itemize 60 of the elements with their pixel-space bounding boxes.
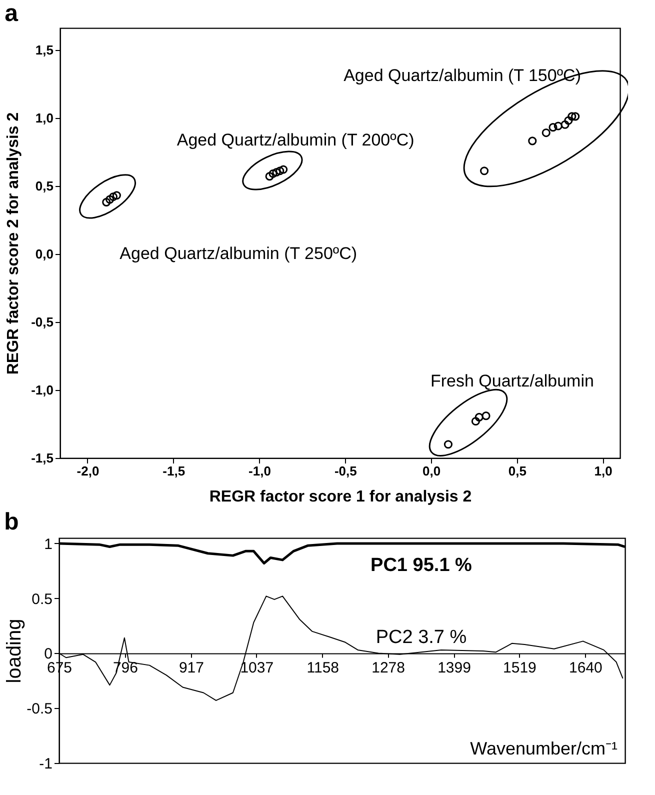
text: Fresh Quartz/albumin	[430, 371, 594, 390]
point	[528, 136, 537, 146]
y-tick-label: -1,5	[31, 450, 54, 466]
series-label: Aged Quartz/albumin (T 150ºC)	[344, 66, 581, 85]
point	[568, 112, 576, 121]
x-tick-label: 1640	[569, 660, 602, 677]
text: Aged Quartz/albumin (T 250ºC)	[120, 244, 358, 264]
y-tick-label: 1,0	[35, 110, 54, 126]
x-tick-label: 1519	[503, 660, 536, 677]
y-tick-label: 0	[44, 646, 52, 663]
x-axis-title: Wavenumber/cm⁻¹	[470, 738, 618, 759]
point	[480, 166, 489, 176]
point	[554, 122, 562, 130]
y-axis-title: loading	[4, 618, 26, 684]
x-tick-label: -1,5	[162, 464, 186, 478]
y-tick-label: 1,5	[35, 42, 54, 58]
point	[474, 412, 484, 422]
x-tick-label: -1,0	[248, 464, 271, 478]
series-label: PC2 3.7 %	[376, 627, 467, 648]
point	[548, 123, 558, 132]
point	[279, 165, 288, 174]
point	[108, 192, 118, 202]
y-axis-title: REGR factor score 2 for analysis 2	[5, 112, 22, 375]
chart-title: a	[4, 0, 19, 27]
point	[106, 195, 114, 204]
x-tick-label: 917	[178, 660, 204, 677]
x-tick-label: -2,0	[76, 464, 100, 478]
series-label: Aged Quartz/albumin (T 200ºC)	[176, 130, 414, 150]
point	[571, 112, 580, 121]
y-tick-label: -0,5	[31, 314, 54, 330]
x-tick-label: 1278	[372, 660, 405, 677]
x-tick-label: 1158	[306, 660, 340, 677]
x-tick-label: 1037	[240, 660, 274, 677]
y-tick-label: -1	[39, 756, 52, 772]
point	[542, 128, 550, 138]
point	[268, 169, 278, 178]
point	[560, 120, 570, 129]
x-tick-label: 0,5	[508, 464, 526, 478]
x-tick-label: 0,0	[422, 464, 441, 478]
chart-title: b	[4, 508, 19, 536]
x-tick-label: 1,0	[594, 464, 612, 478]
point	[276, 166, 284, 176]
y-tick-label: 0,5	[35, 178, 54, 194]
y-tick-label: 0.5	[32, 590, 52, 608]
point	[444, 440, 453, 449]
y-tick-label: -1,0	[31, 382, 54, 398]
point	[471, 416, 480, 426]
y-tick-label: -0.5	[26, 700, 52, 718]
series-label: PC1 95.1 %	[370, 555, 472, 576]
point	[482, 412, 490, 420]
x-tick-label: -0,5	[334, 464, 357, 478]
x-axis-title: REGR factor score 1 for analysis 2	[209, 488, 472, 506]
x-tick-label: 1399	[438, 660, 471, 677]
y-tick-label: 1	[44, 536, 52, 553]
point	[564, 116, 573, 125]
point	[112, 191, 121, 200]
point	[265, 172, 274, 181]
y-tick-label: 0,0	[35, 246, 54, 262]
point	[102, 198, 111, 206]
point	[272, 168, 281, 177]
